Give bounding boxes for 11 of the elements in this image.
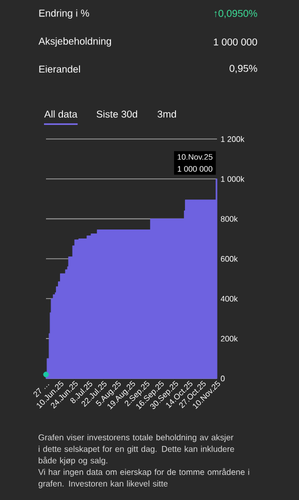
text: Eierandel [39, 65, 80, 73]
text: All data [44, 110, 78, 118]
text: 1 000 000 [214, 38, 258, 46]
text: 3md [158, 110, 176, 118]
text: Endring i % [39, 9, 90, 19]
text: ↑0,0950% [214, 10, 258, 18]
text: Vi har ingen data om eierskap for de tomme områdene i grafen. Investoren kan likevel sitte [38, 468, 250, 488]
text: Aksjebeholdning [38, 37, 111, 47]
text: 0,95% [230, 64, 258, 74]
text: Siste 30d [96, 110, 138, 118]
text: Grafen viser investorens totale beholdning av aksjer i dette selskapet for en gitt dag. Dette kan inkludere både kjøp og salg. [38, 434, 234, 466]
